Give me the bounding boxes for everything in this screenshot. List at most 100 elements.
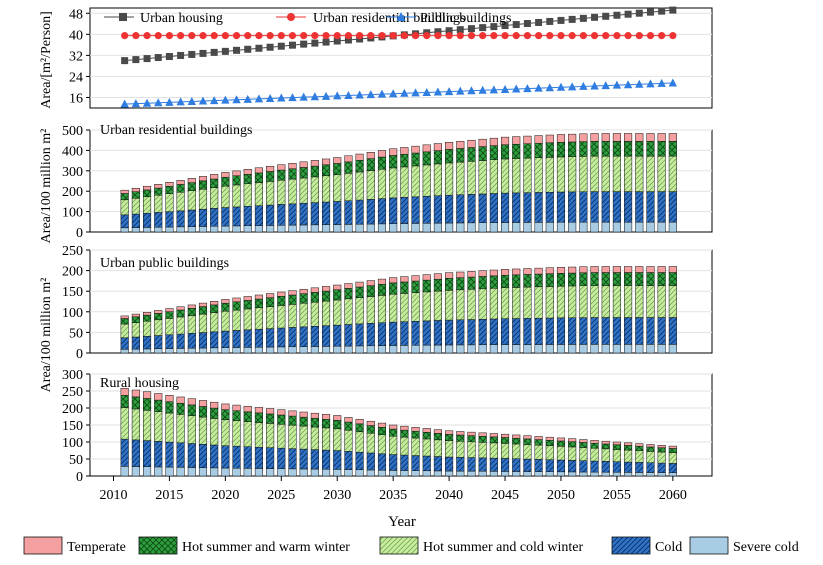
bar-group — [120, 266, 677, 354]
bar-segment — [657, 191, 666, 223]
bar-segment — [333, 450, 342, 470]
bar-segment — [210, 331, 219, 349]
bar-segment — [624, 317, 633, 345]
bar-segment — [411, 345, 420, 354]
bar-segment — [545, 445, 554, 460]
bar-segment — [310, 326, 319, 347]
bar-segment — [221, 419, 230, 446]
bar-segment — [344, 288, 353, 300]
bar-segment — [176, 467, 185, 477]
bar-segment — [579, 471, 588, 477]
bar-segment — [143, 336, 152, 350]
bar-segment — [221, 445, 230, 469]
bar-segment — [321, 468, 331, 477]
bar-segment — [254, 294, 263, 300]
bar-segment — [321, 158, 331, 166]
bar-segment — [556, 471, 566, 477]
bar-segment — [646, 317, 655, 345]
bar-segment — [355, 469, 364, 477]
data-point — [556, 82, 566, 91]
data-point — [635, 32, 643, 40]
bar-segment — [411, 145, 420, 154]
bar-segment — [299, 293, 308, 304]
bar-segment — [500, 144, 510, 160]
bar-segment — [668, 344, 677, 354]
bar-segment — [333, 224, 342, 233]
bar-segment — [657, 141, 666, 157]
bar-segment — [646, 344, 655, 354]
bar-segment — [131, 198, 140, 215]
bar-segment — [433, 273, 442, 280]
bar-segment — [545, 273, 554, 287]
bar-segment — [433, 470, 442, 477]
bar-segment — [344, 345, 353, 354]
bar-segment — [243, 206, 252, 226]
bar-segment — [422, 344, 431, 354]
data-point — [523, 32, 532, 40]
y-tick-label: 100 — [62, 306, 83, 321]
data-point — [209, 96, 219, 105]
bar-segment — [400, 425, 409, 431]
data-point — [367, 32, 375, 40]
bar-segment — [389, 277, 398, 284]
bar-segment — [590, 221, 599, 233]
data-point — [411, 32, 420, 40]
data-point — [501, 22, 509, 30]
bar-segment — [445, 290, 454, 321]
bar-segment — [243, 169, 252, 175]
bar-segment — [668, 191, 677, 223]
data-point — [478, 85, 487, 94]
bar-segment — [232, 170, 241, 177]
bar-segment — [601, 191, 610, 223]
bar-segment — [545, 222, 554, 233]
bar-segment — [176, 184, 185, 193]
bar-segment — [366, 345, 375, 354]
bar-segment — [299, 288, 308, 294]
bar-segment — [601, 133, 610, 142]
bar-segment — [590, 440, 599, 444]
bar-segment — [389, 197, 398, 224]
bar-segment — [579, 285, 588, 318]
bar-segment — [333, 299, 342, 326]
bar-segment — [210, 304, 219, 313]
bar-segment — [624, 266, 633, 273]
bar-segment — [657, 317, 666, 345]
bar-segment — [377, 322, 387, 346]
bar-segment — [668, 472, 677, 477]
data-point — [344, 32, 353, 40]
bar-segment — [668, 272, 677, 286]
bar-segment — [612, 133, 621, 142]
bar-segment — [120, 395, 129, 408]
bar-segment — [221, 467, 230, 477]
bar-segment — [266, 181, 275, 206]
bar-segment — [221, 409, 230, 421]
data-point — [613, 11, 621, 19]
bar-segment — [187, 308, 196, 316]
bar-segment — [612, 472, 621, 477]
bar-segment — [288, 346, 297, 354]
bar-segment — [512, 158, 521, 194]
bar-segment — [512, 136, 521, 145]
bar-segment — [266, 346, 275, 354]
bar-segment — [646, 272, 655, 286]
bar-segment — [635, 344, 644, 354]
bar-segment — [590, 317, 599, 345]
bar-segment — [601, 285, 610, 318]
bar-segment — [411, 437, 420, 456]
bar-segment — [624, 445, 633, 451]
bar-segment — [411, 196, 420, 224]
data-point — [489, 85, 499, 94]
y-tick-label: 150 — [62, 419, 83, 434]
data-point — [490, 32, 498, 40]
bar-segment — [534, 459, 543, 472]
bar-segment — [344, 224, 353, 233]
bar-segment — [624, 285, 633, 318]
bar-segment — [299, 346, 308, 354]
bar-segment — [344, 430, 353, 452]
data-point — [321, 91, 331, 100]
bar-segment — [198, 176, 208, 182]
bar-segment — [568, 266, 577, 274]
data-point — [255, 44, 263, 52]
bar-segment — [422, 274, 431, 281]
bar-segment — [366, 280, 375, 286]
